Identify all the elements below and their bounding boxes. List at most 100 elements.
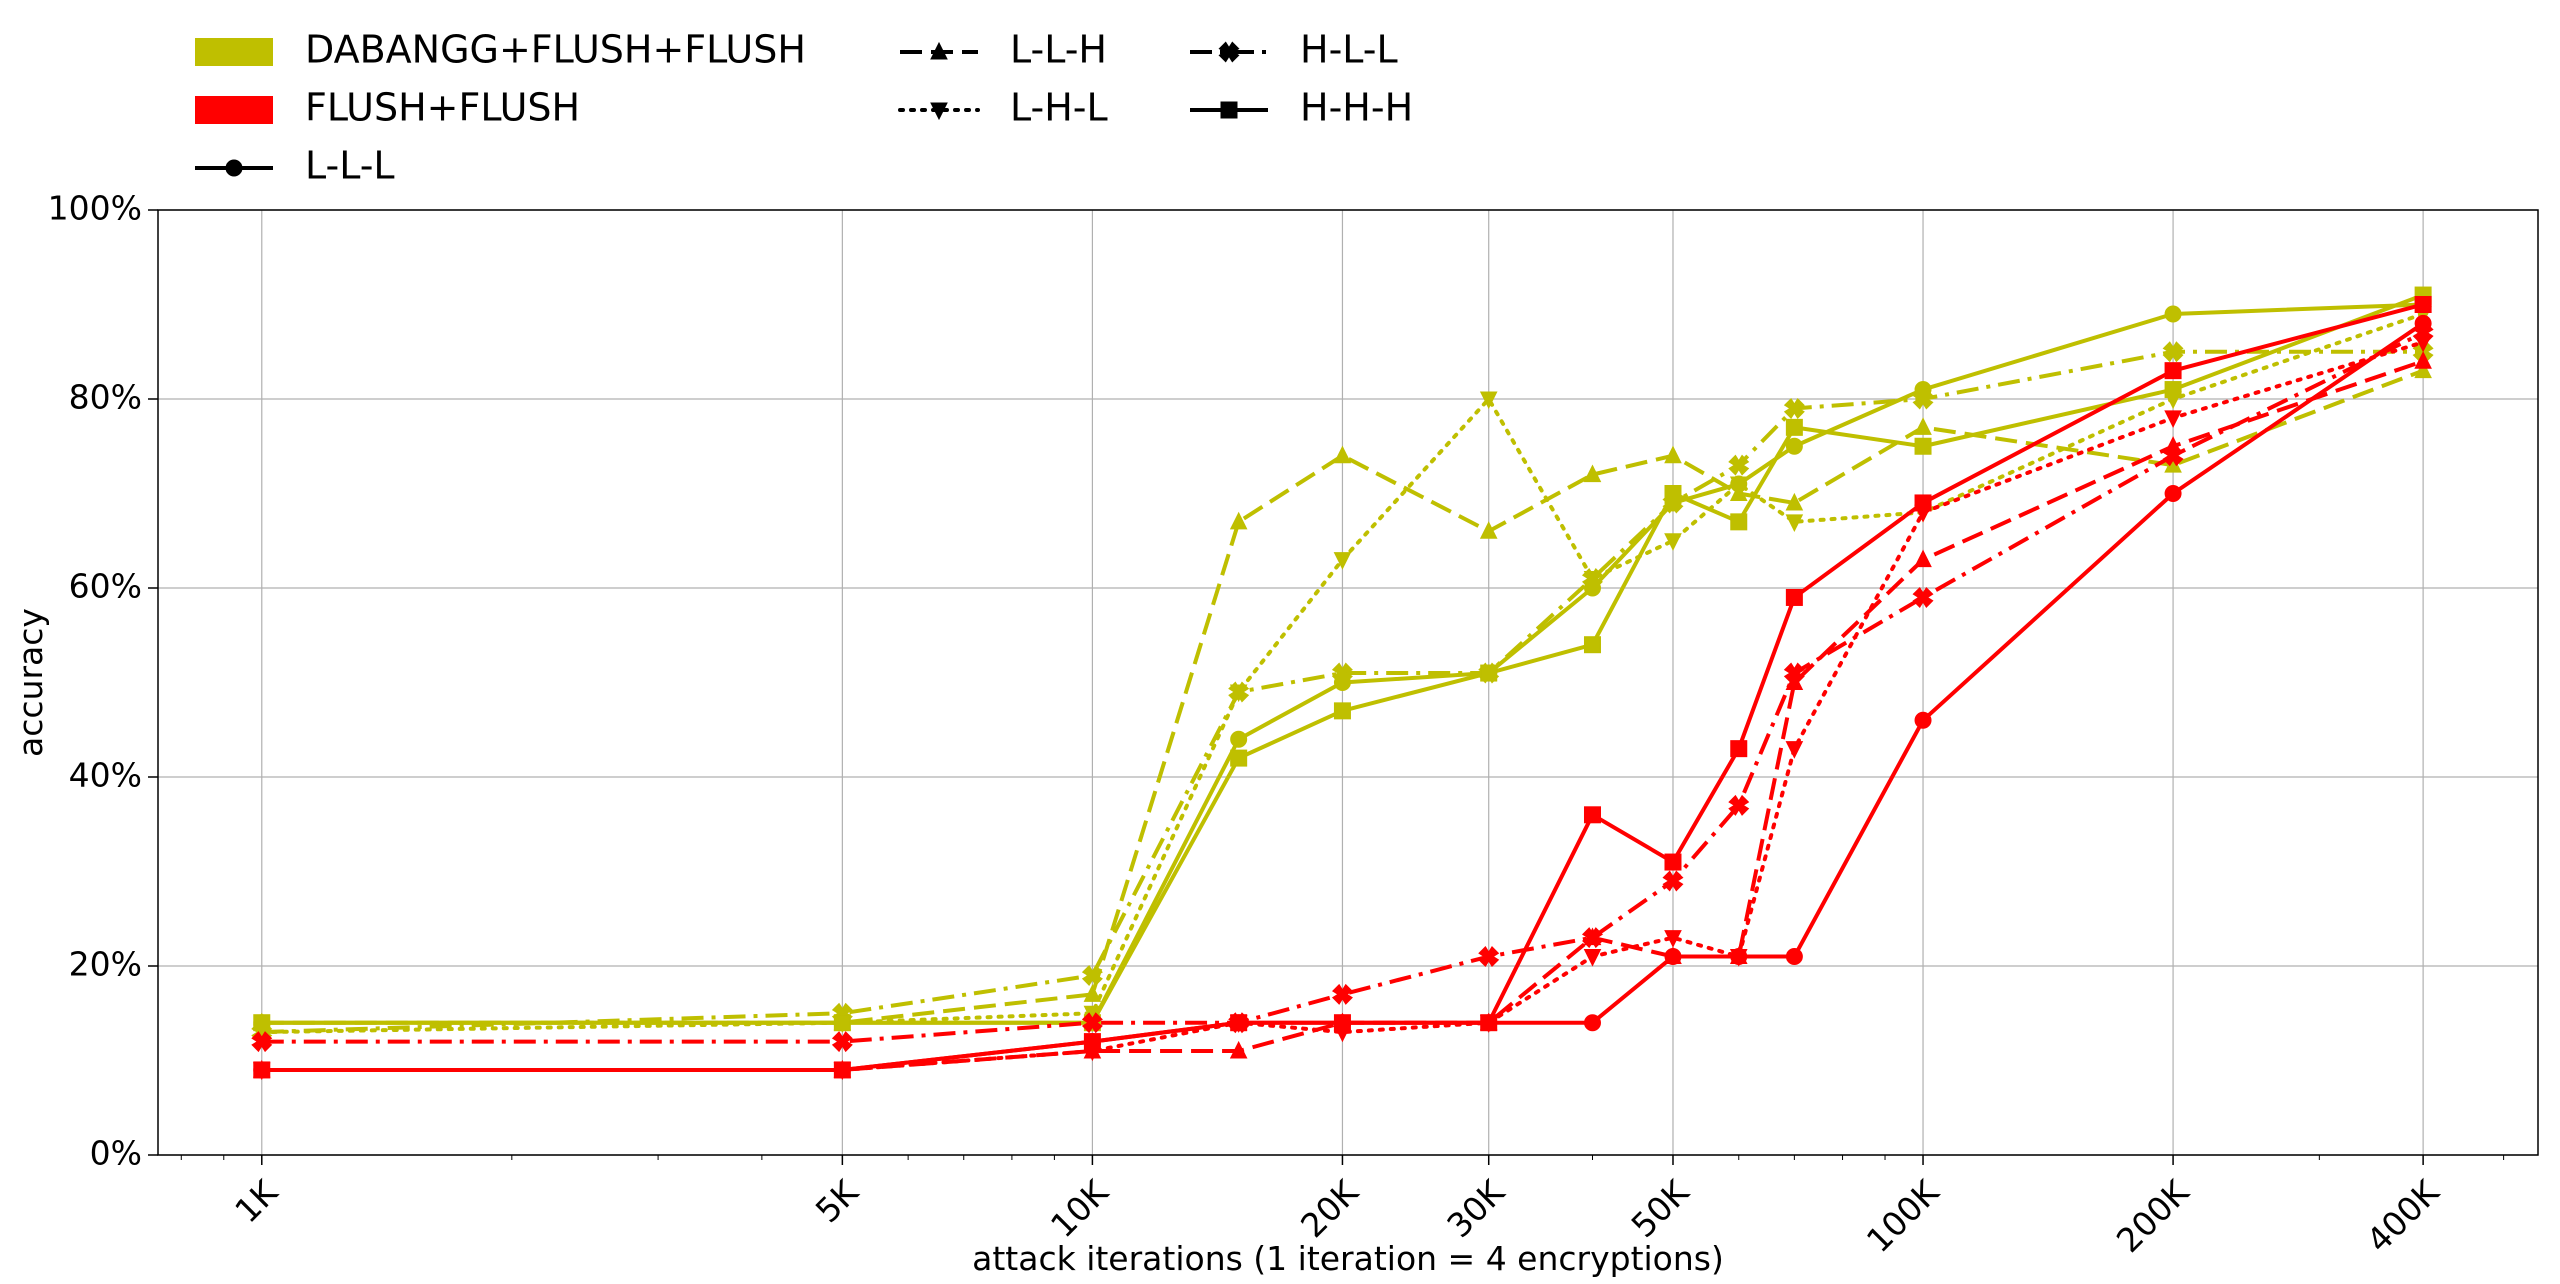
data-point: [1914, 417, 1932, 435]
x-tick-label: 5K: [808, 1172, 867, 1231]
data-point: [1730, 513, 1748, 531]
legend-label: H-H-H: [1300, 86, 1413, 130]
data-point: [1230, 730, 1248, 748]
x-tick-label: 10K: [1043, 1172, 1117, 1246]
data-point: [1230, 749, 1248, 767]
legend-label: FLUSH+FLUSH: [305, 86, 580, 130]
data-point: [1331, 983, 1353, 1005]
data-point: [2412, 322, 2434, 344]
data-point: [1331, 662, 1353, 684]
legend-marker: [225, 159, 243, 177]
series-layer: [251, 286, 2434, 1081]
legend-marker: [1220, 101, 1238, 119]
data-point: [1083, 984, 1102, 1002]
data-point: [833, 1014, 851, 1032]
data-point: [251, 1031, 273, 1053]
data-point: [1480, 1014, 1498, 1032]
data-point: [1664, 946, 1682, 965]
data-point: [1728, 794, 1750, 816]
data-point: [1912, 388, 1934, 410]
data-point: [833, 1061, 851, 1079]
legend-label: H-L-L: [1300, 28, 1398, 72]
data-point: [1230, 1014, 1248, 1032]
data-point: [2414, 351, 2432, 369]
x-tick-label: 1K: [227, 1172, 286, 1231]
data-point: [1914, 711, 1932, 729]
x-tick-label: 100K: [1859, 1172, 1947, 1260]
data-point: [1081, 964, 1103, 986]
x-tick-label: 400K: [2359, 1172, 2447, 1260]
data-point: [1333, 445, 1352, 464]
data-point: [1729, 949, 1748, 967]
data-point: [1333, 702, 1351, 720]
data-point: [1664, 930, 1682, 948]
y-tick-label: 60%: [69, 567, 142, 606]
legend-label: DABANGG+FLUSH+FLUSH: [305, 28, 806, 72]
data-point: [1479, 391, 1498, 410]
data-point: [2164, 362, 2182, 380]
data-point: [2414, 360, 2432, 379]
data-point: [1478, 946, 1500, 968]
y-axis-title: accuracy: [11, 608, 50, 757]
data-point: [1662, 870, 1684, 892]
data-point: [2164, 485, 2182, 502]
data-point: [2162, 341, 2184, 363]
y-tick-label: 100%: [48, 189, 142, 228]
legend-swatch-flush: [195, 96, 273, 124]
legend: DABANGG+FLUSH+FLUSH FLUSH+FLUSH L-L-L L-L-H…: [195, 28, 1413, 188]
data-point: [1583, 806, 1601, 824]
data-point: [1783, 397, 1805, 419]
plot-frame: [157, 209, 2539, 1156]
legend-label: L-L-H: [1010, 28, 1107, 72]
series-flush-flush-h-l-l: [251, 322, 2434, 1053]
data-point: [2162, 445, 2184, 467]
x-tick-label: 200K: [2109, 1172, 2197, 1260]
data-point: [1914, 549, 1932, 568]
data-point: [2164, 410, 2182, 429]
data-point: [1479, 521, 1498, 539]
data-point: [1081, 1012, 1103, 1034]
data-point: [1583, 636, 1601, 654]
legend-label: L-H-L: [1010, 86, 1108, 130]
data-point: [1730, 740, 1748, 758]
series-flush-flush-h-h-h: [253, 296, 2432, 1079]
data-point: [1581, 568, 1603, 590]
data-point: [1229, 1040, 1248, 1059]
data-point: [1664, 445, 1682, 464]
data-point: [1914, 494, 1932, 512]
data-point: [1229, 511, 1248, 530]
data-point: [1333, 1014, 1351, 1032]
axis-ticks: 1K 5K 10K 20K 30K 50K 100K 200K 400K 0% 20% 40% 60% 8…: [48, 189, 2505, 1260]
y-tick-label: 80%: [69, 378, 142, 417]
y-tick-label: 40%: [69, 756, 142, 795]
data-point: [1664, 853, 1682, 871]
data-point: [1581, 927, 1603, 949]
legend-label: L-L-L: [305, 144, 395, 188]
data-point: [1785, 741, 1804, 759]
data-point: [1729, 476, 1748, 495]
data-point: [1785, 492, 1804, 511]
data-point: [831, 1031, 853, 1053]
legend-marker: [930, 102, 948, 121]
y-tick-label: 20%: [69, 945, 142, 984]
data-point: [1083, 1033, 1101, 1051]
y-tick-label: 0%: [90, 1134, 142, 1173]
data-point: [1664, 533, 1682, 551]
x-tick-label: 30K: [1439, 1172, 1513, 1246]
x-tick-label: 50K: [1624, 1172, 1698, 1246]
data-point: [2164, 305, 2182, 323]
data-point: [2164, 381, 2182, 399]
data-point: [1583, 1014, 1601, 1032]
data-point: [1785, 418, 1803, 436]
data-point: [1228, 681, 1250, 703]
data-point: [1664, 485, 1682, 502]
legend-marker: [1218, 41, 1240, 63]
data-point: [1785, 948, 1803, 966]
data-point: [1785, 514, 1804, 532]
data-point: [1785, 437, 1803, 455]
legend-marker: [930, 41, 948, 60]
x-tick-label: 20K: [1293, 1172, 1367, 1246]
data-point: [1583, 949, 1602, 967]
data-point: [1333, 552, 1352, 570]
x-axis-title: attack iterations (1 iteration = 4 encry…: [972, 1239, 1724, 1278]
